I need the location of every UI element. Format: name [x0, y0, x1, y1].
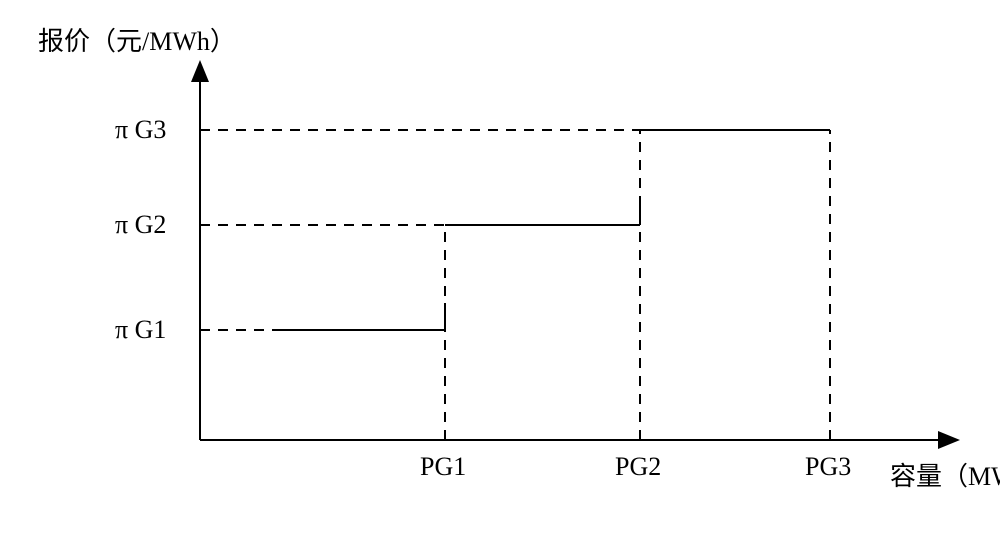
- y-axis-arrow-icon: [191, 60, 209, 82]
- x-tick-label: PG3: [805, 452, 851, 481]
- y-tick-label: π G3: [115, 115, 166, 144]
- x-tick-label: PG1: [420, 452, 466, 481]
- chart-svg: 报价（元/MWh） 容量（MW） π G1 π G2 π G3 PG1 PG2 …: [20, 20, 1000, 531]
- x-axis-arrow-icon: [938, 431, 960, 449]
- x-tick-label: PG2: [615, 452, 661, 481]
- y-axis-label: 报价（元/MWh）: [38, 27, 236, 56]
- y-tick-label: π G1: [115, 315, 166, 344]
- step-chart: 报价（元/MWh） 容量（MW） π G1 π G2 π G3 PG1 PG2 …: [20, 20, 1000, 531]
- x-axis-label: 容量（MW）: [890, 462, 1000, 491]
- y-tick-label: π G2: [115, 210, 166, 239]
